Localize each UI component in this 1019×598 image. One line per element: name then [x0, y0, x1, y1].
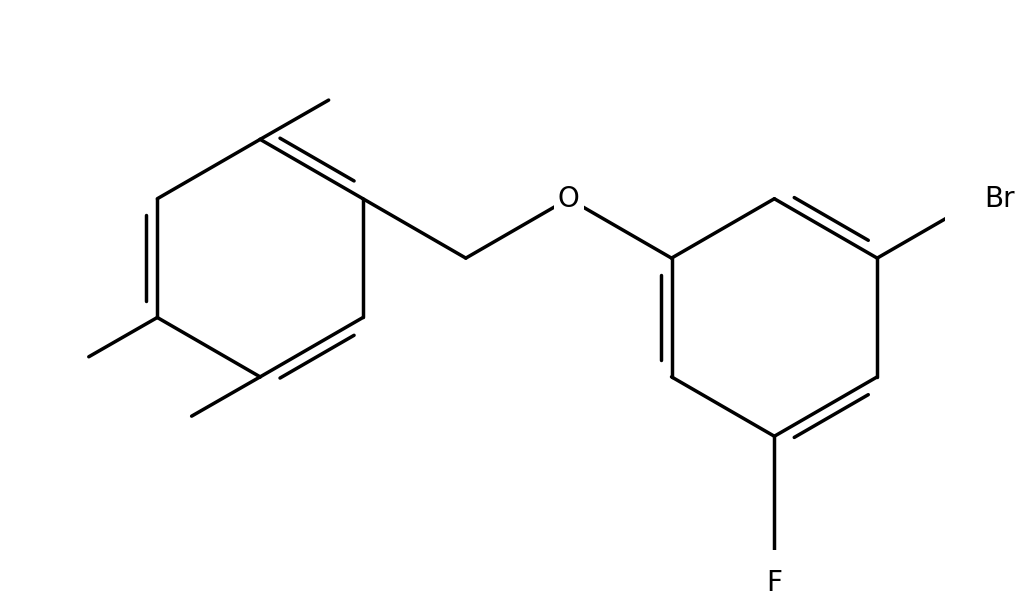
Text: Br: Br — [983, 185, 1014, 213]
Text: F: F — [765, 569, 782, 597]
Text: O: O — [557, 185, 579, 213]
